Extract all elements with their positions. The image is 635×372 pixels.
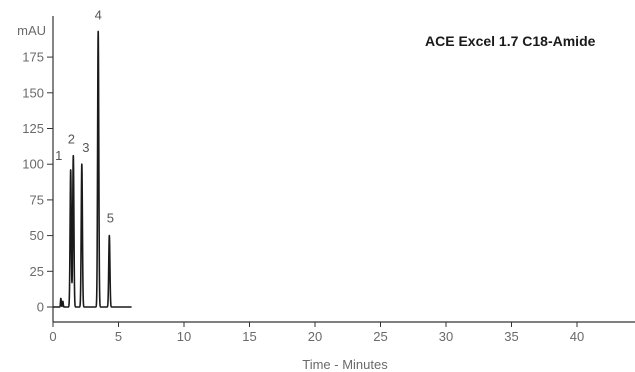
y-tick-label: 175 bbox=[22, 50, 44, 65]
trace-layer bbox=[52, 30, 133, 308]
y-tick-label: 50 bbox=[30, 228, 44, 243]
y-tick-label: 100 bbox=[22, 157, 44, 172]
y-tick-label: 0 bbox=[37, 300, 44, 315]
y-tick-label: 150 bbox=[22, 85, 44, 100]
y-tick-label: 75 bbox=[30, 192, 44, 207]
x-tick-label: 5 bbox=[115, 329, 122, 344]
peak-label: 5 bbox=[107, 211, 114, 226]
x-tick-label: 30 bbox=[439, 329, 453, 344]
chromatogram-trace bbox=[52, 30, 133, 308]
x-tick-label: 25 bbox=[373, 329, 387, 344]
y-axis-unit-label: mAU bbox=[17, 23, 46, 38]
x-tick-label: 15 bbox=[242, 329, 256, 344]
chart-axes bbox=[52, 16, 635, 323]
x-tick-label: 35 bbox=[504, 329, 518, 344]
x-tick-label: 0 bbox=[49, 329, 56, 344]
peak-label: 4 bbox=[95, 7, 102, 22]
x-tick-label: 20 bbox=[308, 329, 322, 344]
peak-label: 2 bbox=[68, 132, 75, 147]
x-tick-label: 40 bbox=[570, 329, 584, 344]
x-tick-label: 10 bbox=[177, 329, 191, 344]
y-tick-label: 125 bbox=[22, 121, 44, 136]
peak-label: 3 bbox=[82, 140, 89, 155]
peak-labels: 123 4 5 bbox=[55, 7, 114, 225]
x-axis-title: Time - Minutes bbox=[302, 357, 388, 372]
y-tick-label: 25 bbox=[30, 264, 44, 279]
chart-title: ACE Excel 1.7 C18-Amide bbox=[425, 33, 596, 49]
peak-label: 1 bbox=[55, 148, 62, 163]
